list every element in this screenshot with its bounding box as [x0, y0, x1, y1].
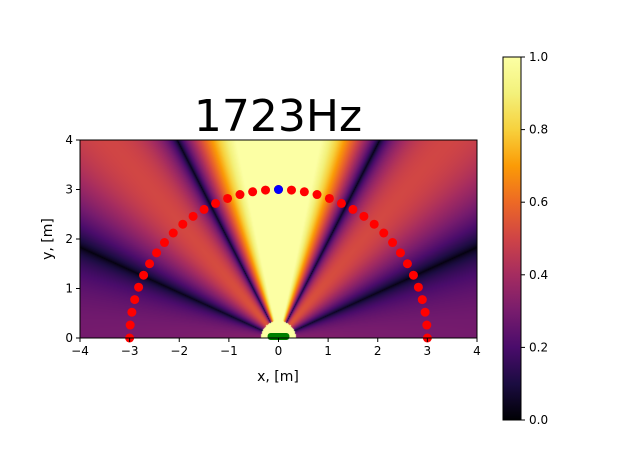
- x-tick-label: −3: [121, 344, 139, 358]
- y-axis-label: y, [m]: [40, 218, 56, 260]
- measurement-point: [223, 193, 233, 203]
- y-axis-ticks: 0 1 2 3 4: [65, 133, 80, 345]
- measurement-point: [348, 204, 358, 214]
- y-tick-label: 2: [65, 232, 73, 246]
- heatmap-image: [80, 140, 477, 338]
- measurement-point: [130, 295, 140, 305]
- colorbar-tick-label: 0.0: [529, 413, 548, 427]
- chart-title: 1723Hz: [194, 91, 362, 142]
- x-tick-label: −4: [71, 344, 89, 358]
- measurement-point: [145, 259, 155, 269]
- x-tick-label: −2: [170, 344, 188, 358]
- measurement-point: [125, 320, 135, 330]
- measurement-point: [324, 193, 334, 203]
- measurement-point: [139, 270, 149, 280]
- x-axis-ticks: −4 −3 −2 −1 0 1 2 3 4: [71, 338, 481, 358]
- colorbar: [502, 56, 522, 421]
- reference-point: [274, 185, 283, 194]
- y-tick-label: 0: [65, 331, 73, 345]
- x-tick-label: 3: [424, 344, 432, 358]
- measurement-point: [417, 295, 427, 305]
- colorbar-tick-label: 0.4: [529, 268, 548, 282]
- measurement-point: [188, 211, 198, 221]
- measurement-point: [388, 238, 398, 248]
- y-tick-label: 3: [65, 183, 73, 197]
- colorbar-tick-label: 1.0: [529, 50, 548, 64]
- measurement-point: [134, 282, 144, 292]
- measurement-point: [413, 282, 423, 292]
- colorbar-tick-label: 0.6: [529, 195, 548, 209]
- measurement-point: [152, 248, 162, 258]
- measurement-point: [420, 307, 430, 317]
- measurement-point: [395, 248, 405, 258]
- colorbar-ticks: 0.0 0.2 0.4 0.6 0.8 1.0: [521, 50, 548, 427]
- measurement-point: [159, 238, 169, 248]
- measurement-point: [211, 198, 221, 208]
- measurement-point: [402, 259, 412, 269]
- measurement-point: [312, 190, 322, 200]
- colorbar-tick-label: 0.8: [529, 123, 548, 137]
- measurement-point: [379, 228, 389, 238]
- x-tick-label: 2: [374, 344, 382, 358]
- measurement-point: [235, 190, 245, 200]
- measurement-point: [199, 204, 209, 214]
- measurement-point: [286, 185, 296, 195]
- measurement-point: [168, 228, 178, 238]
- x-tick-label: −1: [220, 344, 238, 358]
- measurement-point: [369, 219, 379, 229]
- y-tick-label: 4: [65, 133, 73, 147]
- x-tick-label: 1: [324, 344, 332, 358]
- measurement-point: [127, 307, 137, 317]
- overlay-markers: [125, 185, 432, 343]
- measurement-point: [336, 198, 346, 208]
- measurement-point: [178, 219, 188, 229]
- measurement-point: [299, 187, 309, 197]
- x-tick-label: 4: [473, 344, 481, 358]
- measurement-point: [422, 320, 432, 330]
- measurement-point: [248, 187, 258, 197]
- measurement-point: [261, 185, 271, 195]
- y-tick-label: 1: [65, 282, 73, 296]
- measurement-point: [408, 270, 418, 280]
- x-axis-label: x, [m]: [257, 369, 299, 385]
- x-tick-label: 0: [275, 344, 283, 358]
- heatmap-area: [80, 140, 477, 338]
- colorbar-tick-label: 0.2: [529, 340, 548, 354]
- measurement-point: [359, 211, 369, 221]
